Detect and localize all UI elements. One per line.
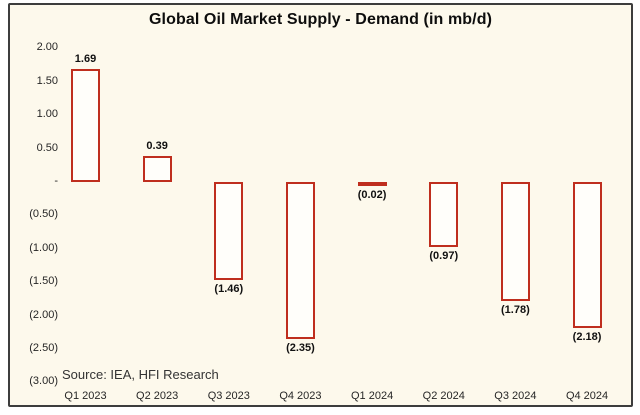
bar-q4-2024: [572, 182, 602, 328]
x-tick-label: Q3 2023: [207, 390, 250, 402]
x-tick-label: Q2 2023: [136, 390, 179, 402]
bar-q2-2023: [142, 155, 172, 182]
bar-data-label: (0.97): [429, 249, 459, 262]
y-tick-label: 1.00: [36, 108, 58, 121]
chart-title: Global Oil Market Supply - Demand (in mb…: [149, 11, 492, 28]
x-tick-label: Q4 2024: [565, 390, 609, 402]
x-axis: Q1 2023 Q2 2023 Q3 2023 Q4 2023 Q1 2024 Q2 20…: [10, 5, 631, 405]
bar-data-label: 0.39: [146, 139, 168, 152]
bar-q1-2024: [357, 182, 387, 186]
x-tick-label: Q3 2024: [494, 390, 537, 402]
bar-q3-2023: [214, 182, 244, 280]
x-tick-label: Q2 2024: [422, 390, 465, 402]
bar-q3-2024: [500, 182, 530, 301]
y-axis: 2.00 1.50 1.00 0.50 - (0.50) (1.00) (1.50) (2.00…: [10, 5, 631, 405]
bar-data-label: (2.35): [286, 341, 315, 354]
y-tick-label: 1.50: [36, 74, 58, 87]
x-tick-label: Q1 2023: [64, 390, 107, 402]
y-tick-label: 0.50: [36, 141, 58, 154]
bar-data-label: 1.69: [74, 53, 97, 66]
y-tick-label: (2.50): [29, 342, 58, 354]
bar-data-label: (1.46): [214, 282, 244, 295]
bar-data-label: (2.18): [572, 330, 602, 343]
x-tick-label: Q4 2023: [279, 390, 322, 402]
bar-q2-2024: [429, 182, 459, 247]
source-note: Source: IEA, HFI Research: [62, 367, 219, 382]
bar-data-label: (0.02): [357, 189, 387, 201]
bar-q4-2023: [285, 182, 315, 339]
y-tick-label: (1.50): [29, 275, 58, 288]
plot-area: 1.69 0.39 (1.46) (2.35) (0.02) (0.97) (1.78) (2…: [10, 5, 631, 405]
bar-q1-2023: [71, 69, 100, 182]
bar-data-label: (1.78): [501, 303, 530, 316]
x-tick-label: Q1 2024: [350, 390, 394, 402]
y-tick-label: (1.00): [29, 241, 58, 254]
y-tick-label: (3.00): [29, 375, 58, 388]
y-tick-label: (2.00): [29, 308, 58, 321]
y-tick-label: 2.00: [36, 41, 58, 54]
chart-frame: Global Oil Market Supply - Demand (in mb…: [8, 3, 633, 407]
y-tick-label: (0.50): [29, 208, 58, 221]
y-tick-label: -: [54, 175, 58, 187]
